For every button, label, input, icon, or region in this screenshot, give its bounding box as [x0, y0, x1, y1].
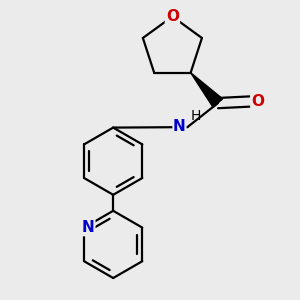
Polygon shape [191, 73, 223, 107]
Text: N: N [82, 220, 94, 235]
Text: O: O [166, 9, 179, 24]
Text: N: N [173, 119, 186, 134]
Text: H: H [191, 109, 201, 123]
Text: O: O [251, 94, 264, 109]
